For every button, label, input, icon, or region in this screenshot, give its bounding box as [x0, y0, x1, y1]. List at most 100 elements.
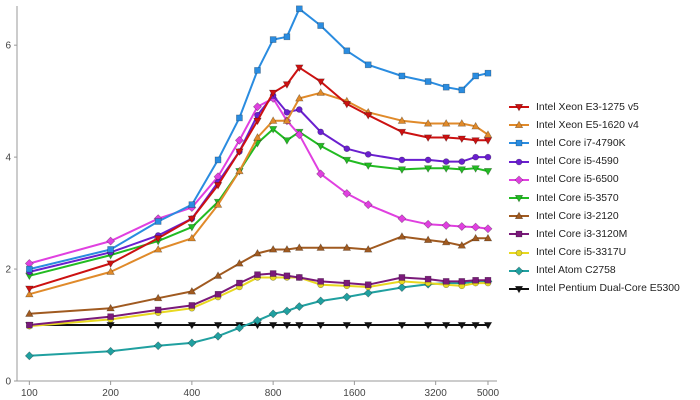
data-point: [472, 276, 479, 284]
data-point: [153, 341, 163, 351]
data-point: [316, 78, 325, 87]
data-point: [397, 116, 407, 124]
data-point: [282, 306, 292, 316]
data-point: [106, 303, 115, 312]
data-point: [457, 241, 467, 249]
data-point: [343, 279, 351, 287]
data-point: [282, 81, 292, 89]
data-point: [442, 83, 450, 91]
data-point: [342, 292, 352, 302]
data-point: [295, 274, 303, 281]
legend-item[interactable]: Intel Core i5-4590: [508, 153, 698, 171]
y-tick-label: 6: [5, 41, 11, 52]
data-point: [253, 117, 262, 126]
data-point: [342, 189, 352, 198]
legend-label: Intel Core i3-3120M: [536, 228, 628, 240]
data-point: [295, 322, 304, 330]
data-point: [188, 302, 196, 309]
legend-swatch-marker: [515, 231, 523, 238]
data-point: [457, 119, 467, 127]
data-point: [317, 278, 324, 285]
legend-swatch-marker: [515, 249, 523, 256]
data-point: [483, 224, 493, 234]
data-point: [282, 322, 292, 330]
data-point: [471, 165, 480, 173]
data-point: [343, 145, 351, 152]
data-point: [235, 166, 244, 175]
legend-swatch: [509, 120, 529, 129]
data-point: [342, 100, 352, 109]
x-tick-label: 100: [21, 388, 38, 399]
data-point: [253, 248, 262, 257]
legend-item[interactable]: Intel Pentium Dual-Core E5300: [508, 280, 698, 298]
data-point: [154, 306, 162, 314]
series-0: [25, 64, 493, 294]
legend-swatch-marker: [515, 140, 523, 147]
data-point: [253, 102, 262, 112]
data-point: [25, 285, 34, 294]
data-point: [472, 153, 479, 161]
data-point: [342, 243, 352, 251]
legend-swatch: [509, 195, 529, 203]
series-1: [25, 88, 493, 298]
data-point: [423, 165, 433, 173]
data-point: [441, 220, 451, 230]
data-point: [236, 279, 243, 287]
legend-item[interactable]: Intel Core i7-4790K: [508, 134, 698, 152]
data-point: [472, 72, 479, 80]
legend-item[interactable]: Intel Atom C2758: [508, 262, 698, 280]
series-10: [25, 322, 493, 330]
data-point: [269, 36, 277, 43]
legend-label: Intel Xeon E5-1620 v4: [536, 119, 639, 131]
data-point: [187, 215, 197, 224]
data-point: [213, 271, 223, 279]
data-point: [269, 270, 277, 277]
data-point: [398, 274, 406, 281]
legend-item[interactable]: Intel Xeon E3-1275 v5: [508, 98, 698, 116]
legend-label: Intel Core i5-4590: [536, 156, 619, 168]
data-point: [187, 224, 197, 232]
x-tick-label: 400: [184, 388, 201, 399]
data-point: [213, 182, 223, 190]
data-point: [25, 309, 34, 317]
data-point: [282, 244, 292, 253]
legend-swatch-marker: [514, 285, 524, 294]
data-point: [363, 322, 373, 330]
data-point: [441, 165, 451, 173]
data-point: [458, 86, 466, 94]
data-point: [107, 313, 114, 320]
legend-item[interactable]: Intel Core i3-3120M: [508, 225, 698, 243]
legend-item[interactable]: Intel Core i5-3570: [508, 189, 698, 207]
data-point: [213, 331, 223, 341]
data-point: [268, 322, 278, 330]
legend-swatch: [509, 266, 529, 276]
data-point: [106, 260, 115, 268]
data-point: [423, 322, 433, 330]
legend-label: Intel Core i5-3317U: [536, 247, 627, 259]
data-point: [442, 158, 450, 165]
data-point: [424, 275, 432, 283]
x-tick-label: 3200: [425, 388, 448, 399]
data-point: [213, 200, 223, 208]
data-point: [253, 316, 262, 326]
series-2: [26, 5, 492, 273]
data-point: [457, 322, 467, 330]
data-point: [187, 233, 197, 242]
legend-item[interactable]: Intel Core i5-6500: [508, 171, 698, 189]
legend-item[interactable]: Intel Xeon E5-1620 v4: [508, 116, 698, 134]
data-point: [342, 322, 352, 330]
data-point: [363, 162, 373, 171]
series-line: [29, 272, 488, 326]
data-point: [363, 244, 373, 253]
data-point: [484, 276, 492, 284]
data-point: [235, 258, 244, 267]
x-tick-label: 800: [265, 388, 282, 399]
legend-item[interactable]: Intel Core i3-2120: [508, 207, 698, 225]
data-point: [106, 236, 116, 246]
legend-item[interactable]: Intel Core i5-3317U: [508, 244, 698, 262]
data-point: [187, 322, 197, 330]
legend-label: Intel Pentium Dual-Core E5300: [536, 283, 680, 295]
data-point: [423, 119, 433, 127]
data-point: [234, 135, 244, 145]
